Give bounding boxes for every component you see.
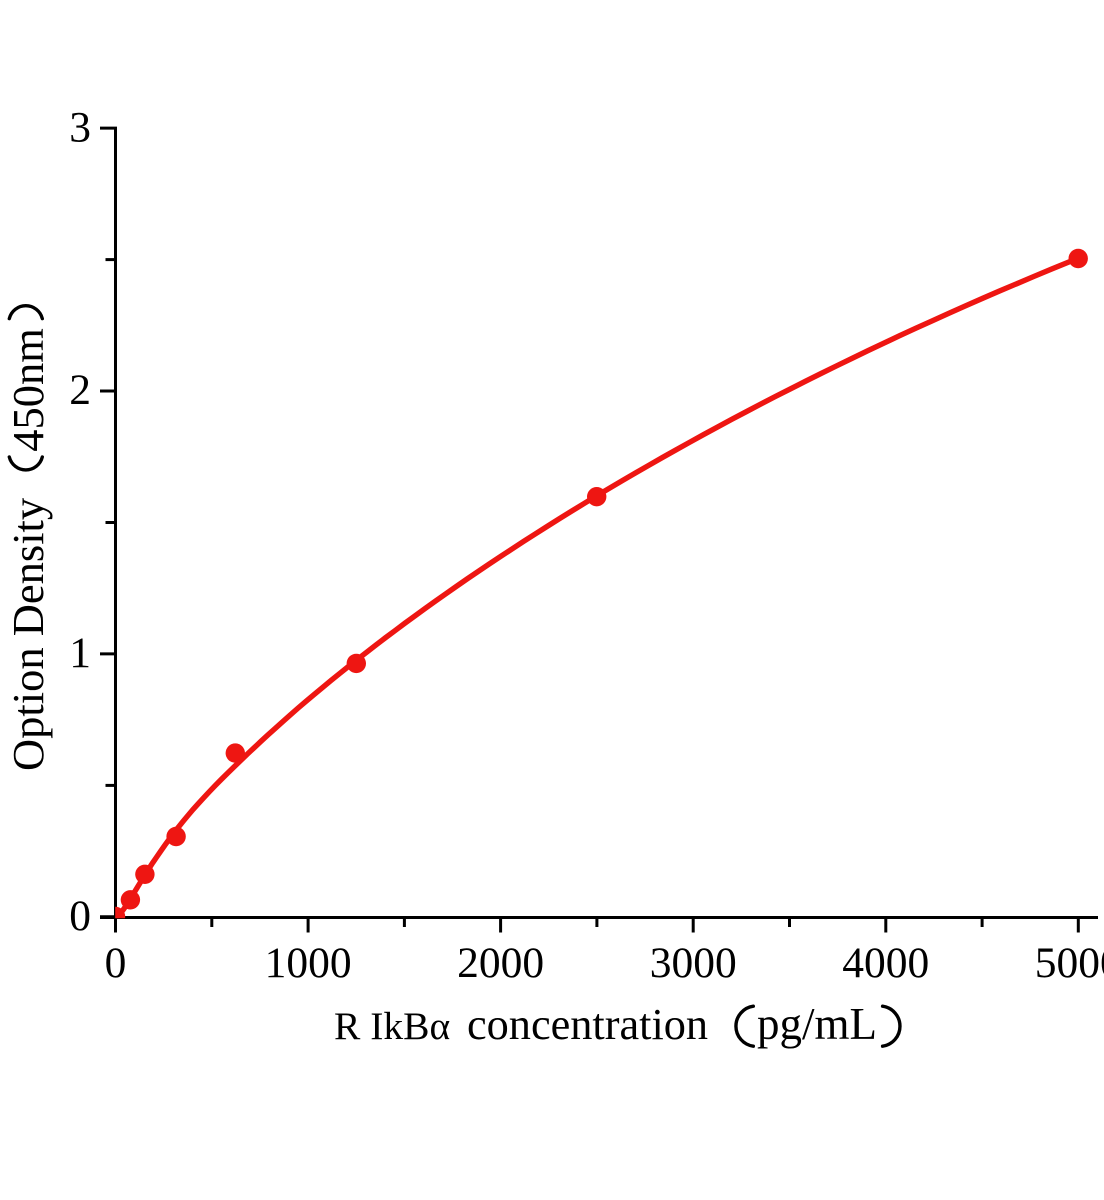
- svg-text:0: 0: [69, 892, 91, 940]
- svg-text:5000: 5000: [1035, 939, 1104, 987]
- svg-text:450nm: 450nm: [3, 328, 53, 452]
- svg-text:Option Density: Option Density: [3, 497, 53, 771]
- svg-text:R IkBα: R IkBα: [334, 1004, 450, 1048]
- svg-text:3000: 3000: [650, 939, 737, 987]
- svg-text:concentration: concentration: [467, 1000, 708, 1049]
- svg-text:2: 2: [69, 366, 91, 414]
- svg-text:1: 1: [69, 629, 91, 677]
- svg-text:2000: 2000: [457, 939, 544, 987]
- svg-text:1000: 1000: [265, 939, 352, 987]
- svg-text:3: 3: [69, 103, 91, 151]
- svg-text:pg/mL: pg/mL: [757, 999, 877, 1049]
- svg-text:4000: 4000: [842, 939, 929, 987]
- svg-text:0: 0: [105, 939, 127, 987]
